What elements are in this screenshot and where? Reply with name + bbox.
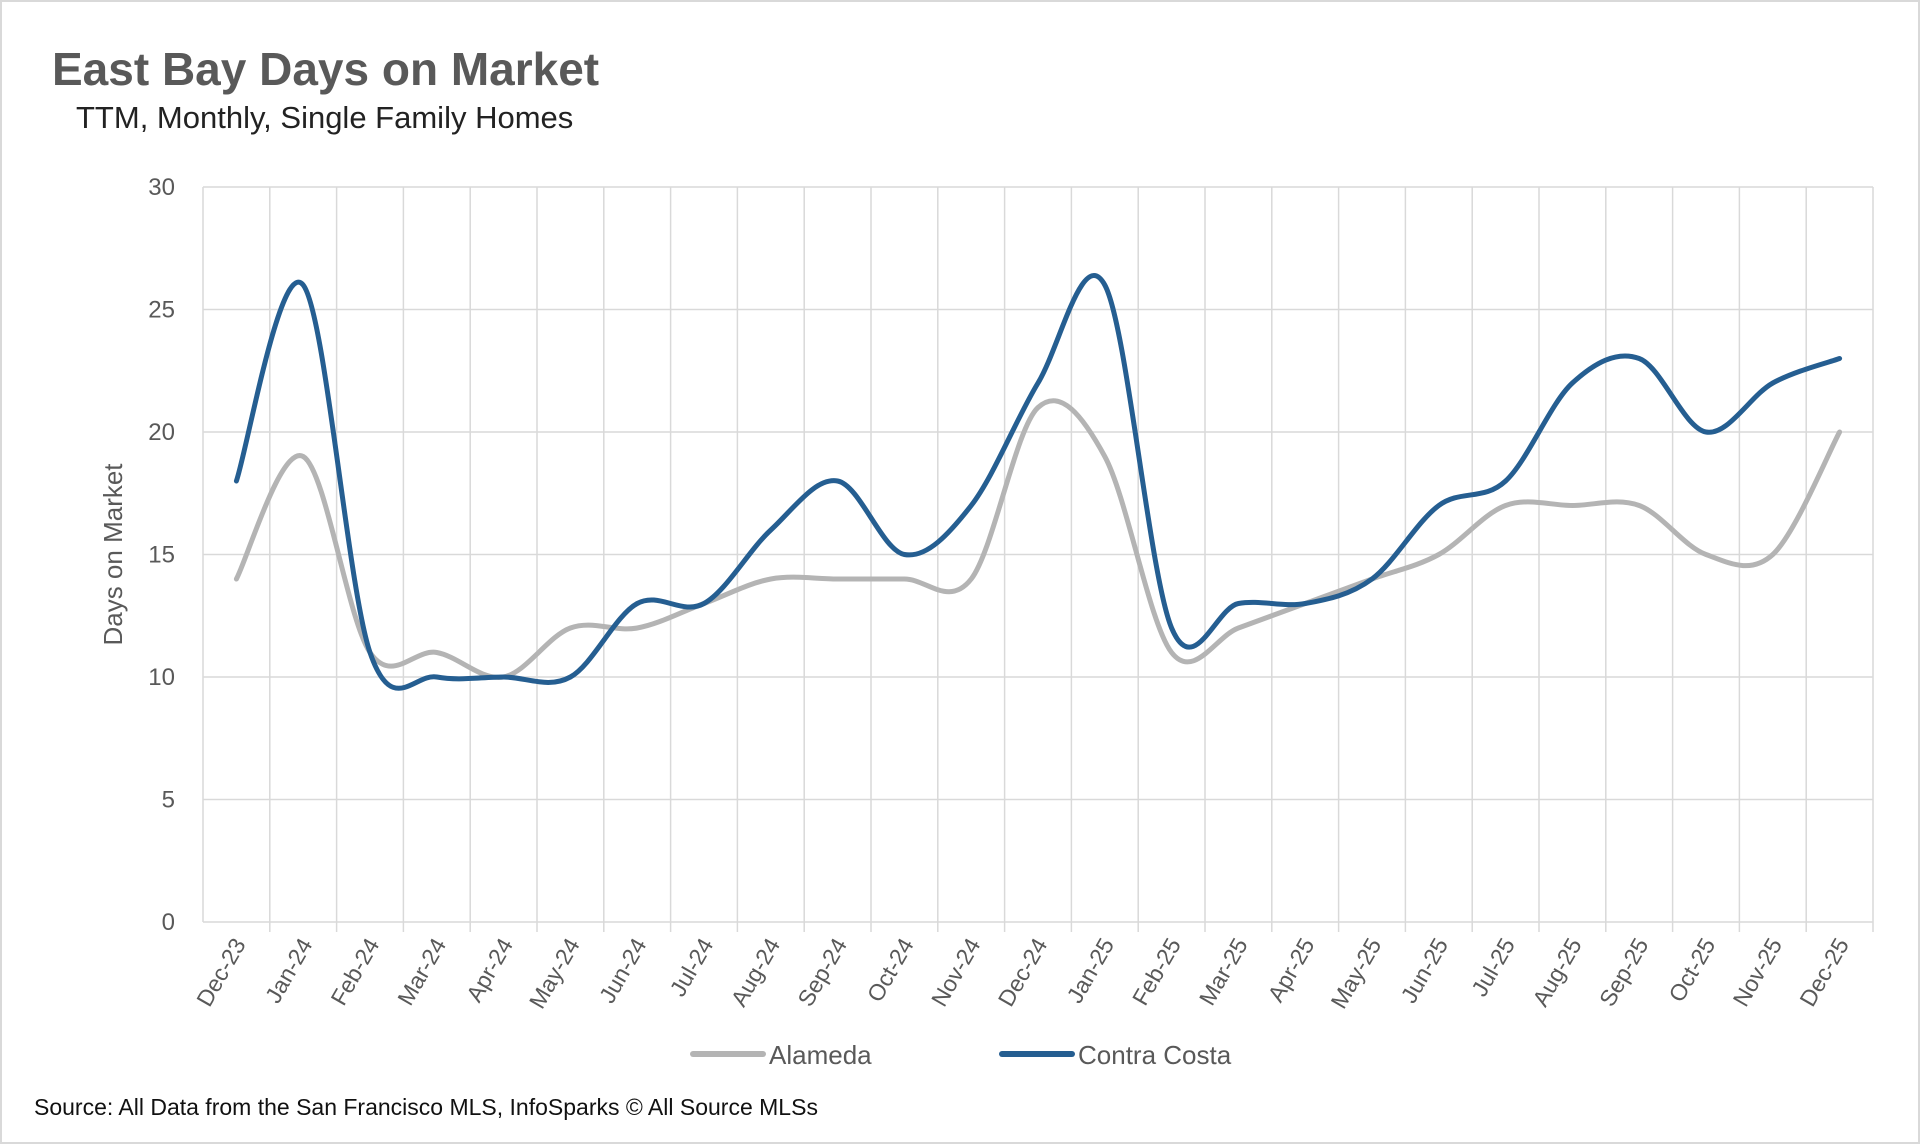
x-tick-label: Mar-25 xyxy=(1194,934,1253,1010)
x-tick-label: Jun-24 xyxy=(594,933,652,1007)
x-tick-label: Oct-25 xyxy=(1663,934,1720,1007)
x-tick-label: Jan-25 xyxy=(1061,934,1119,1008)
x-tick-label: Jul-25 xyxy=(1466,934,1520,1001)
x-tick-label: Jul-24 xyxy=(664,933,718,1000)
x-tick-label: Nov-25 xyxy=(1728,934,1788,1011)
x-tick-label: Aug-25 xyxy=(1527,934,1587,1011)
x-tick-label: Feb-24 xyxy=(325,933,384,1009)
y-tick-label: 10 xyxy=(148,664,175,691)
x-tick-label: Sep-25 xyxy=(1594,934,1654,1011)
x-tick-label: Dec-24 xyxy=(993,933,1053,1010)
y-tick-label: 0 xyxy=(162,909,175,936)
x-tick-label: Oct-24 xyxy=(862,933,919,1006)
x-tick-label: Nov-24 xyxy=(926,933,986,1010)
source-note: Source: All Data from the San Francisco … xyxy=(34,1094,818,1120)
x-tick-label: Jun-25 xyxy=(1395,934,1453,1008)
legend-label: Alameda xyxy=(769,1040,872,1070)
y-tick-label: 20 xyxy=(148,419,175,446)
y-tick-label: 30 xyxy=(148,174,175,201)
chart-title: East Bay Days on Market xyxy=(52,43,600,95)
x-tick-label: May-24 xyxy=(524,933,585,1013)
x-tick-label: May-25 xyxy=(1325,934,1386,1013)
x-tick-label: Dec-25 xyxy=(1794,934,1854,1011)
x-tick-label: Mar-24 xyxy=(392,933,451,1009)
series-line-contra-costa xyxy=(233,273,1843,691)
series-line-alameda xyxy=(233,398,1843,680)
x-tick-label: Jan-24 xyxy=(260,933,318,1007)
x-tick-label: Dec-23 xyxy=(191,934,251,1011)
x-tick-label: Apr-24 xyxy=(461,933,518,1006)
x-tick-label: Apr-25 xyxy=(1262,934,1319,1007)
y-tick-label: 15 xyxy=(148,542,175,569)
chart-subtitle: TTM, Monthly, Single Family Homes xyxy=(76,100,574,135)
y-tick-label: 25 xyxy=(148,297,175,324)
x-tick-label: Feb-25 xyxy=(1127,934,1186,1010)
y-tick-label: 5 xyxy=(162,787,175,814)
x-tick-label: Sep-24 xyxy=(792,933,852,1010)
x-tick-label: Aug-24 xyxy=(726,933,786,1010)
legend-label: Contra Costa xyxy=(1078,1040,1232,1070)
y-axis-label: Days on Market xyxy=(98,463,128,646)
